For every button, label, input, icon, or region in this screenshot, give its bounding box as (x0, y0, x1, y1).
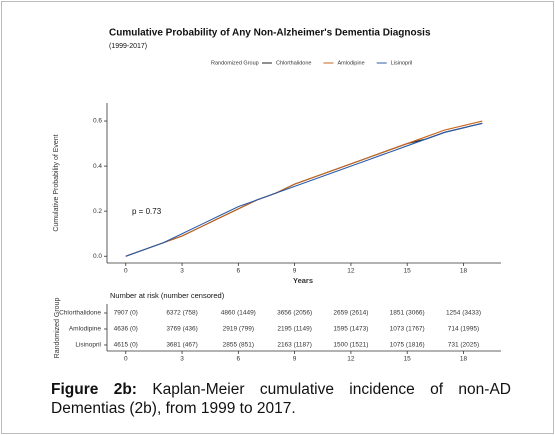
y-axis-label: Cumulative Probability of Event (53, 134, 60, 231)
risk-cell: 2195 (1149) (277, 326, 312, 333)
y-tick-label: 0.0 (93, 253, 102, 260)
y-tick-label: 0.4 (93, 163, 102, 170)
legend-title: Randomized Group (211, 60, 259, 66)
series-line (125, 122, 483, 257)
risk-table-title: Number at risk (number censored) (110, 291, 225, 300)
risk-cell: 1500 (1521) (333, 342, 368, 349)
x-tick-label: 15 (404, 268, 412, 275)
risk-cell: 3656 (2056) (277, 310, 312, 317)
risk-cell: 2163 (1187) (277, 342, 312, 349)
x-tick-label: 6 (237, 268, 241, 275)
risk-x-tick-label: 18 (460, 356, 468, 363)
risk-x-tick-label: 0 (124, 356, 128, 363)
y-tick-label: 0.2 (93, 208, 102, 215)
chart-subtitle: (1999-2017) (109, 43, 147, 50)
caption-text: Kaplan-Meier cumulative incidence of non… (51, 381, 511, 417)
risk-cell: 1075 (1816) (390, 342, 425, 349)
risk-table-y-label: Randomized Group (54, 298, 61, 359)
risk-cell: 1073 (1767) (390, 326, 425, 333)
risk-cell: 2919 (799) (223, 326, 254, 333)
risk-cell: 6372 (758) (166, 310, 197, 317)
p-value: p = 0.73 (132, 207, 162, 216)
series-line (125, 120, 483, 257)
caption-label: Figure 2b: (51, 381, 137, 398)
risk-cell: 1254 (3433) (446, 310, 481, 317)
legend-label: Chlorthalidone (276, 60, 311, 66)
risk-cell: 3769 (436) (166, 326, 197, 333)
chart: Cumulative Probability of Any Non-Alzhei… (53, 28, 501, 363)
risk-cell: 4860 (1449) (221, 310, 256, 317)
risk-row-label: Amlodipine (69, 326, 102, 333)
x-tick-label: 18 (460, 268, 468, 275)
caption: Figure 2b: Kaplan-Meier cumulative incid… (51, 380, 511, 418)
chart-title: Cumulative Probability of Any Non-Alzhei… (109, 28, 431, 39)
risk-x-tick-label: 3 (180, 356, 184, 363)
risk-row-label: Lisinopril (75, 342, 101, 349)
legend-label: Lisinopril (391, 60, 413, 66)
risk-cell: 4615 (0) (114, 342, 138, 349)
series-line (125, 122, 483, 257)
risk-cell: 3681 (467) (166, 342, 197, 349)
risk-row-label: Chlorthalidone (59, 310, 101, 317)
risk-x-tick-label: 6 (237, 356, 241, 363)
y-tick-label: 0.6 (93, 118, 102, 125)
risk-cell: 731 (2025) (448, 342, 479, 349)
risk-cell: 4636 (0) (114, 326, 138, 333)
x-tick-label: 12 (347, 268, 355, 275)
risk-cell: 7907 (0) (114, 310, 138, 317)
risk-cell: 2659 (2614) (333, 310, 368, 317)
risk-x-tick-label: 12 (347, 356, 355, 363)
x-axis-label: Years (293, 276, 313, 285)
risk-cell: 1851 (3066) (390, 310, 425, 317)
x-tick-label: 9 (293, 268, 297, 275)
risk-cell: 714 (1995) (448, 326, 479, 333)
risk-x-tick-label: 15 (404, 356, 412, 363)
legend-label: Amlodipine (337, 60, 364, 66)
risk-cell: 1595 (1473) (333, 326, 368, 333)
x-tick-label: 0 (124, 268, 128, 275)
risk-x-tick-label: 9 (293, 356, 297, 363)
risk-cell: 2855 (851) (223, 342, 254, 349)
x-tick-label: 3 (180, 268, 184, 275)
